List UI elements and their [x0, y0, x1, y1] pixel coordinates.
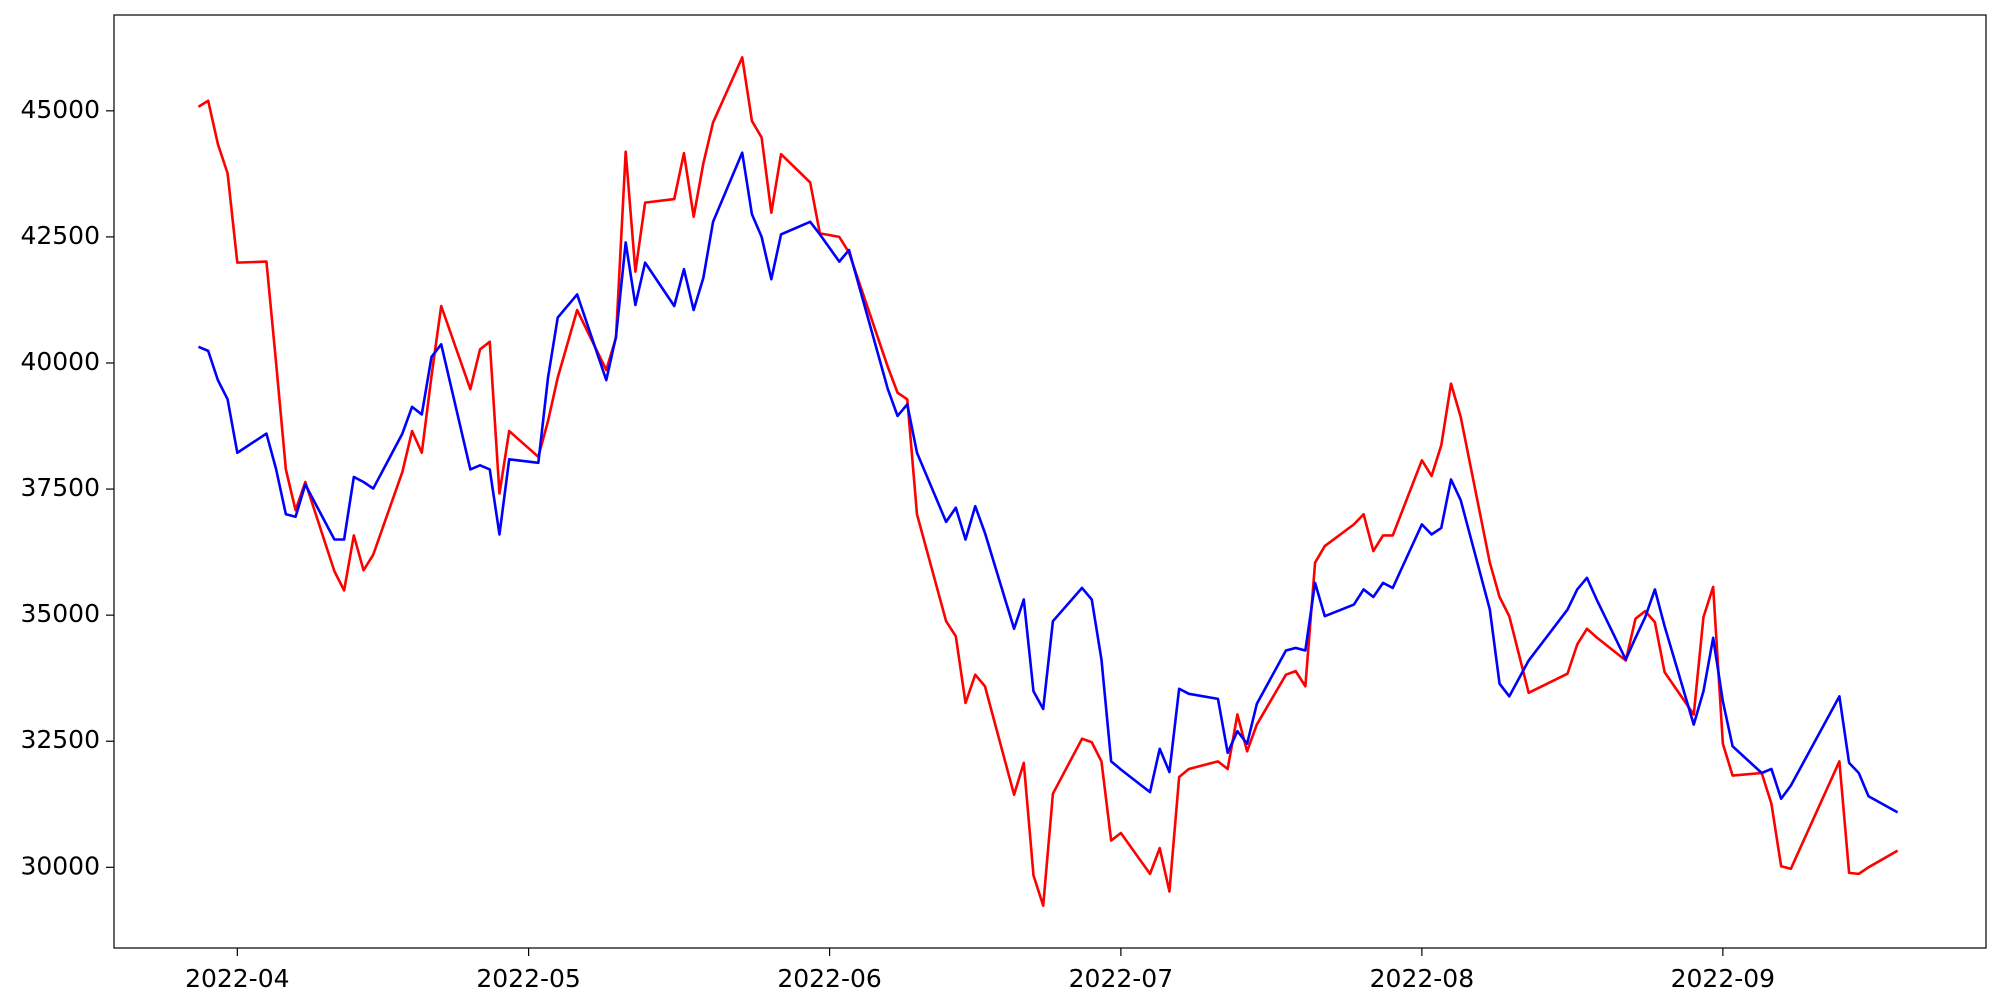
series-line [197, 151, 1899, 814]
x-tick-label: 2022-05 [476, 964, 580, 993]
y-tick-label: 45000 [20, 95, 100, 124]
x-tick-label: 2022-06 [777, 964, 881, 993]
plot-frame [113, 14, 1987, 949]
x-tick-label: 2022-09 [1671, 964, 1775, 993]
y-tick-label: 30000 [20, 851, 100, 880]
x-tick-label: 2022-04 [185, 964, 289, 993]
y-tick-label: 40000 [20, 347, 100, 376]
y-tick-label: 35000 [20, 599, 100, 628]
y-tick-label: 37500 [20, 473, 100, 502]
y-tick-label: 42500 [20, 221, 100, 250]
y-tick-label: 32500 [20, 725, 100, 754]
series-line [197, 56, 1899, 907]
x-tick-label: 2022-08 [1370, 964, 1474, 993]
x-tick-label: 2022-07 [1069, 964, 1173, 993]
